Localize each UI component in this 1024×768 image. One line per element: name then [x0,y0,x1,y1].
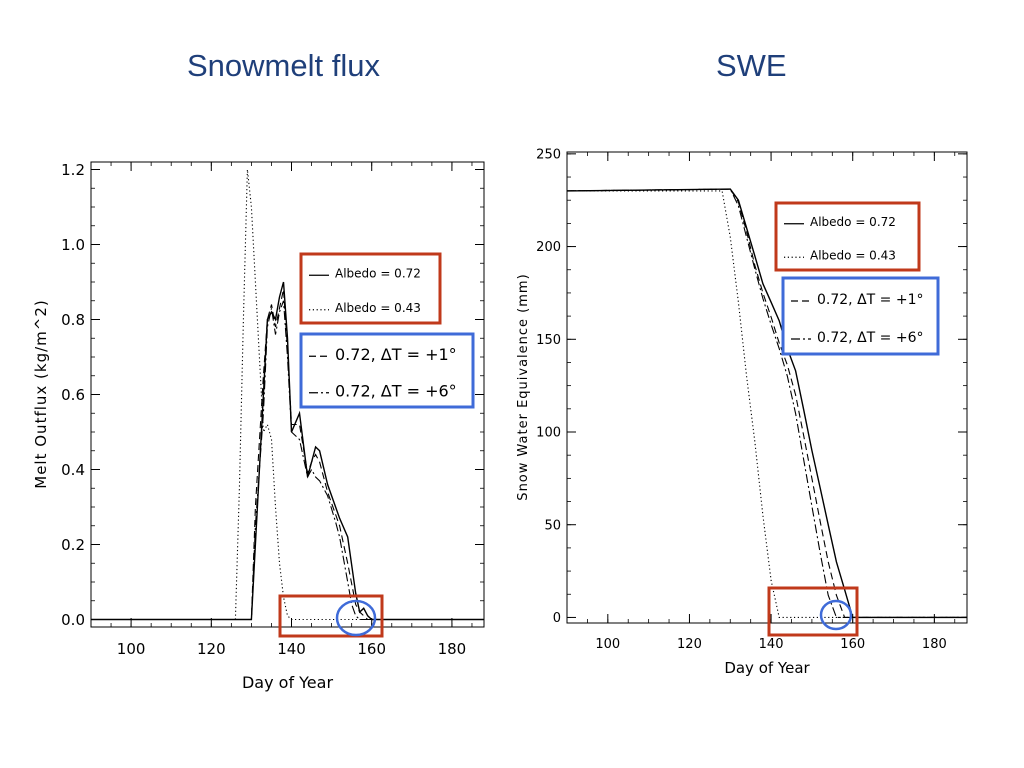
flux-y-tick-label: 1.2 [61,161,85,179]
swe-legend-red-box [774,201,921,272]
flux-legend-label-0: Albedo = 0.72 [335,266,421,280]
swe-x-tick-label: 120 [677,637,702,652]
swe-x-tick-label: 100 [595,637,620,652]
swe-melt-end-highlight-box [767,586,859,637]
swe-y-tick-label: 200 [536,240,561,255]
flux-x-tick-label: 160 [357,640,386,658]
flux-x-axis-label: Day of Year [242,673,333,692]
swe-x-tick-label: 140 [759,637,784,652]
flux-y-tick-label: 1.0 [61,236,85,254]
swe-y-tick-label: 100 [536,426,561,441]
left-panel-title: Snowmelt flux [187,48,380,83]
swe-series-3-line [566,188,967,618]
right-panel-title: SWE [716,48,787,83]
swe-legend-label-3: 0.72, ΔT = +6° [817,330,923,346]
flux-x-tick-label: 100 [117,640,146,658]
swe-legend-label-1: Albedo = 0.43 [810,248,896,262]
swe-legend-label-2: 0.72, ΔT = +1° [817,292,923,308]
flux-series-3-line [91,300,484,621]
flux-y-tick-label: 0.8 [61,311,85,329]
swe-series-2-line [566,188,967,618]
swe-series-1-line [567,190,967,618]
flux-legend-red-box [299,252,442,325]
flux-y-tick-label: 0.2 [61,536,85,554]
swe-x-tick-label: 160 [840,637,865,652]
flux-y-tick-label: 0.0 [61,611,85,629]
swe-y-tick-label: 0 [553,611,561,626]
swe-melt-end-highlight-circle [819,599,853,631]
flux-legend-label-3: 0.72, ΔT = +6° [335,381,457,400]
swe-legend-label-0: Albedo = 0.72 [810,215,896,229]
flux-series-2-line [91,289,484,621]
swe-y-axis-label: Snow Water Equivalence (mm) [516,273,531,500]
flux-y-tick-label: 0.4 [61,461,85,479]
flux-chart: 100 120 140 160 180 0.0 0.2 0.4 0.6 0.8 1.0 1.2 Day … [32,161,485,692]
flux-x-tick-label: 120 [197,640,226,658]
flux-melt-end-highlight-box [278,594,384,638]
flux-y-tick-label: 0.6 [61,386,85,404]
swe-chart: 100 120 140 160 180 0 50 100 150 200 250 Day of Yea… [516,147,968,677]
flux-legend-blue-box [299,332,475,409]
swe-x-tick-label: 180 [922,637,947,652]
swe-y-tick-label: 150 [536,333,561,348]
flux-series-1-line [91,169,484,621]
swe-plot-frame [566,151,968,624]
swe-series-0-line [566,188,967,619]
flux-y-axis-label: Melt Outflux (kg/m^2) [32,299,50,488]
swe-x-axis-label: Day of Year [724,659,810,677]
flux-legend-label-1: Albedo = 0.43 [335,301,421,315]
swe-legend-blue-box [781,276,940,356]
flux-x-tick-label: 140 [277,640,306,658]
swe-y-tick-label: 50 [544,518,561,533]
flux-melt-end-highlight-circle [335,599,377,637]
swe-y-tick-label: 250 [536,147,561,162]
flux-legend-label-2: 0.72, ΔT = +1° [335,345,457,364]
flux-x-tick-label: 180 [438,640,467,658]
